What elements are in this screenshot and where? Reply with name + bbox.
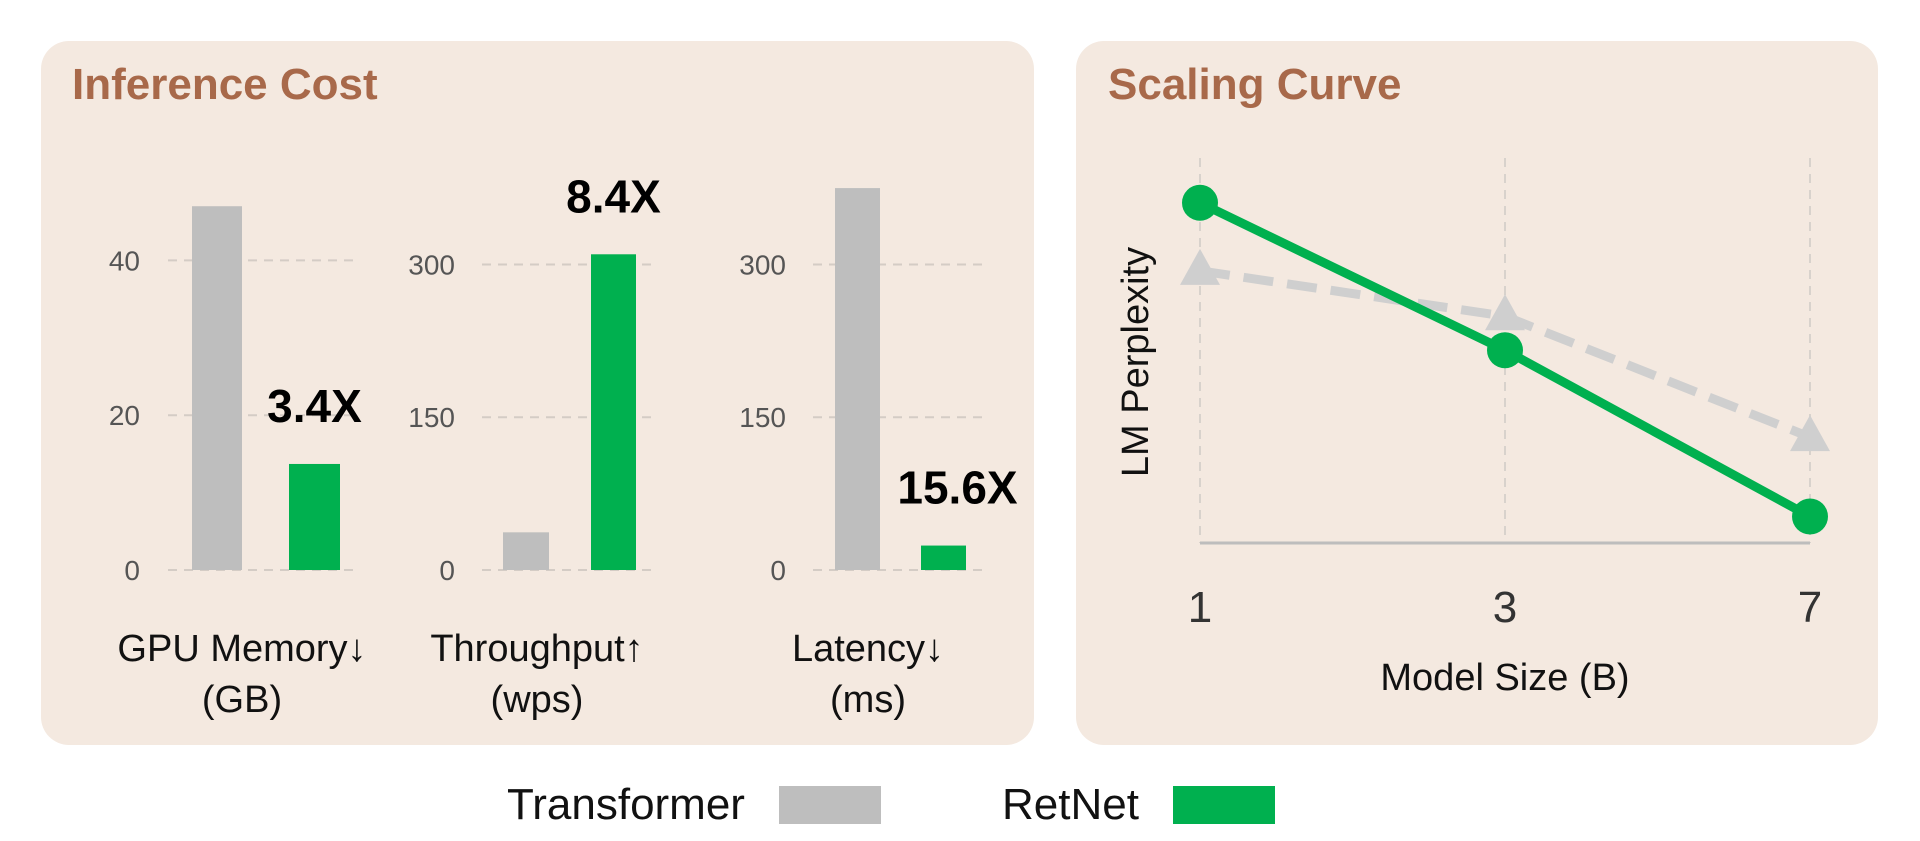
x-axis-label: Throughput↑ [430,628,643,670]
x-tick-label: 7 [1798,583,1822,632]
transformer-point [1790,415,1830,452]
y-tick-label: 0 [124,555,140,586]
transformer-point [1485,294,1525,331]
speedup-annotation: 3.4X [267,380,362,432]
y-tick-label: 0 [439,555,455,586]
y-tick-label: 40 [109,245,140,276]
transformer-bar [192,206,242,570]
x-axis-label: Model Size (B) [1380,657,1629,699]
inference-cost-title: Inference Cost [72,60,378,109]
transformer-bar [835,188,880,570]
retnet-bar [591,254,636,570]
legend-transformer: Transformer [507,780,881,830]
y-tick-label: 0 [770,555,786,586]
legend-retnet-swatch [1172,786,1275,824]
x-tick-label: 1 [1188,583,1212,632]
retnet-bar [921,545,966,570]
y-tick-label: 300 [739,249,786,280]
transformer-point [1180,248,1220,285]
legend-retnet: RetNet [1002,780,1275,830]
legend-retnet-label: RetNet [1002,780,1139,829]
x-axis-label: GPU Memory↓ [117,628,366,670]
transformer-bar [503,532,549,570]
y-tick-label: 300 [408,249,455,280]
x-axis-label: Latency↓ [792,628,944,670]
x-axis-label: (GB) [202,679,282,721]
legend-transformer-label: Transformer [507,780,745,829]
retnet-bar [289,463,340,570]
retnet-point [1792,498,1828,535]
scaling-curve-title: Scaling Curve [1108,60,1402,109]
retnet-point [1182,184,1218,221]
y-axis-label: LM Perplexity [1115,247,1157,477]
x-tick-label: 3 [1493,583,1517,632]
speedup-annotation: 15.6X [897,462,1018,514]
retnet-point [1487,332,1523,369]
x-axis-label: (ms) [830,679,906,721]
speedup-annotation: 8.4X [566,170,661,222]
legend-transformer-swatch [778,786,881,824]
y-tick-label: 20 [109,400,140,431]
scaling-curve-panel [1076,41,1878,745]
y-tick-label: 150 [739,402,786,433]
x-axis-label: (wps) [491,679,584,721]
y-tick-label: 150 [408,402,455,433]
